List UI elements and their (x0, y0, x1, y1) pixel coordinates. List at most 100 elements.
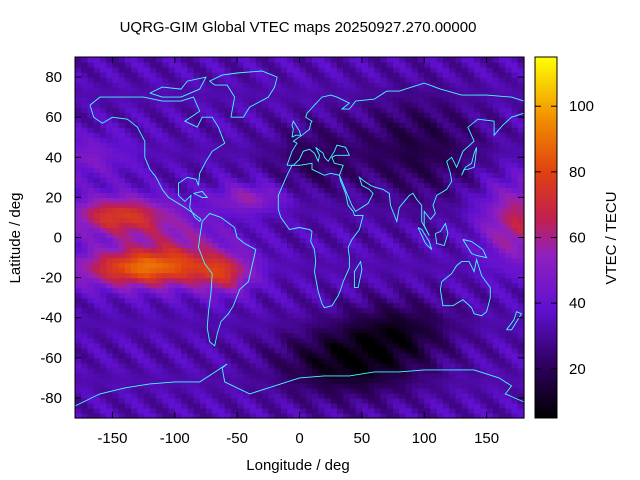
heatmap-cell (212, 402, 220, 409)
heatmap-cell (386, 152, 394, 158)
heatmap-cell (81, 122, 89, 128)
heatmap-cell (361, 297, 369, 304)
heatmap-cell (393, 122, 400, 128)
heatmap-cell (343, 397, 350, 404)
heatmap-cell (218, 307, 226, 314)
heatmap-cell (149, 127, 157, 133)
heatmap-cell (199, 212, 207, 219)
heatmap-cell (355, 387, 363, 394)
heatmap-cell (305, 282, 313, 289)
heatmap-cell (118, 147, 126, 153)
heatmap-cell (467, 207, 475, 214)
heatmap-cell (99, 112, 107, 118)
heatmap-cell (311, 87, 319, 93)
heatmap-cell (274, 327, 282, 334)
heatmap-cell (249, 342, 257, 349)
heatmap-cell (424, 312, 432, 319)
heatmap-cell (430, 307, 438, 314)
heatmap-cell (417, 387, 425, 394)
heatmap-cell (449, 332, 457, 339)
heatmap-cell (361, 377, 369, 384)
heatmap-cell (405, 362, 413, 369)
heatmap-cell (149, 222, 157, 229)
heatmap-cell (399, 352, 407, 359)
heatmap-cell (417, 142, 425, 148)
heatmap-cell (399, 172, 407, 178)
heatmap-cell (386, 252, 394, 259)
heatmap-cell (243, 132, 251, 138)
heatmap-cell (193, 147, 201, 153)
heatmap-cell (305, 402, 313, 409)
heatmap-cell (174, 362, 182, 369)
heatmap-cell (205, 167, 213, 173)
heatmap-cell (93, 77, 101, 83)
heatmap-cell (318, 407, 326, 414)
heatmap-cell (430, 72, 438, 78)
heatmap-cell (187, 172, 195, 178)
heatmap-cell (293, 152, 301, 158)
heatmap-cell (324, 412, 332, 419)
heatmap-cell (156, 152, 163, 158)
heatmap-cell (243, 357, 251, 364)
heatmap-cell (149, 192, 157, 198)
heatmap-cell (218, 337, 226, 344)
heatmap-cell (467, 182, 475, 188)
heatmap-cell (230, 372, 238, 379)
heatmap-cell (131, 292, 138, 299)
heatmap-cell (131, 127, 138, 133)
heatmap-cell (87, 242, 95, 249)
heatmap-cell (368, 77, 375, 83)
heatmap-cell (399, 97, 407, 103)
heatmap-cell (299, 307, 307, 314)
heatmap-cell (324, 112, 332, 118)
heatmap-cell (343, 72, 350, 78)
heatmap-cell (430, 112, 438, 118)
heatmap-cell (143, 92, 151, 98)
heatmap-cell (143, 352, 151, 359)
heatmap-cell (405, 387, 413, 394)
heatmap-cell (131, 257, 138, 264)
heatmap-cell (467, 142, 475, 148)
heatmap-cell (399, 232, 407, 239)
heatmap-cell (193, 82, 201, 88)
heatmap-cell (237, 282, 244, 289)
heatmap-cell (137, 172, 145, 178)
heatmap-cell (162, 137, 170, 143)
heatmap-cell (193, 232, 201, 239)
heatmap-cell (181, 297, 188, 304)
heatmap-cell (93, 82, 101, 88)
heatmap-cell (330, 192, 338, 198)
heatmap-cell (411, 67, 419, 73)
heatmap-cell (143, 272, 151, 279)
heatmap-cell (374, 337, 382, 344)
heatmap-cell (461, 112, 469, 118)
heatmap-cell (424, 362, 432, 369)
heatmap-cell (174, 222, 182, 229)
heatmap-cell (293, 307, 301, 314)
heatmap-cell (268, 252, 276, 259)
heatmap-cell (205, 72, 213, 78)
heatmap-cell (131, 107, 138, 113)
heatmap-cell (230, 312, 238, 319)
heatmap-cell (174, 112, 182, 118)
heatmap-cell (380, 282, 388, 289)
heatmap-cell (193, 387, 201, 394)
heatmap-cell (174, 332, 182, 339)
heatmap-cell (405, 297, 413, 304)
heatmap-cell (324, 402, 332, 409)
heatmap-cell (343, 247, 350, 254)
heatmap-cell (255, 132, 263, 138)
heatmap-cell (430, 122, 438, 128)
heatmap-cell (361, 372, 369, 379)
heatmap-cell (99, 277, 107, 284)
heatmap-cell (449, 132, 457, 138)
heatmap-cell (467, 367, 475, 374)
heatmap-cell (218, 107, 226, 113)
heatmap-cell (218, 297, 226, 304)
heatmap-cell (442, 172, 450, 178)
heatmap-cell (162, 302, 170, 309)
heatmap-cell (336, 137, 344, 143)
heatmap-cell (156, 402, 163, 409)
heatmap-cell (106, 397, 114, 404)
heatmap-cell (243, 87, 251, 93)
